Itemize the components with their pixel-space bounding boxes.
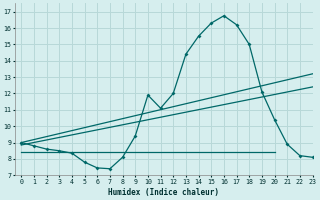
X-axis label: Humidex (Indice chaleur): Humidex (Indice chaleur)	[108, 188, 219, 197]
